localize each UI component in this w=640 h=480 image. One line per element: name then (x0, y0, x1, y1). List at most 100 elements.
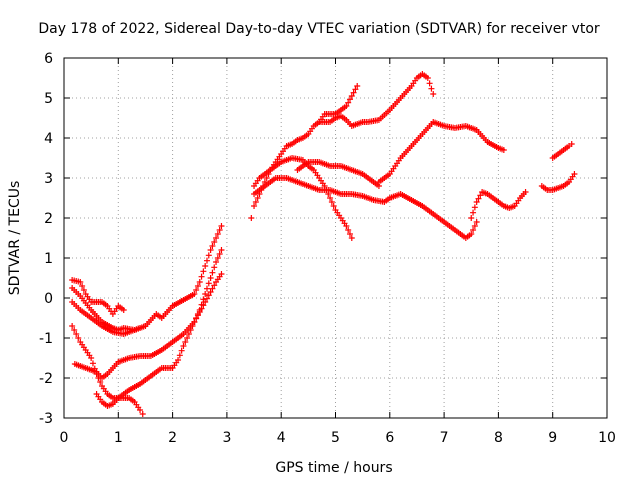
chart-title: Day 178 of 2022, Sidereal Day-to-day VTE… (38, 21, 600, 37)
data-point-marker (88, 355, 95, 361)
data-point-marker (175, 357, 182, 363)
y-tick-label: 0 (44, 291, 53, 307)
series-track-k (375, 119, 507, 185)
data-point-marker (216, 251, 223, 257)
data-point-marker (571, 171, 578, 177)
data-point-marker (213, 235, 220, 241)
data-point-marker (137, 407, 144, 413)
data-point-marker (500, 147, 507, 153)
data-point-marker (205, 292, 212, 299)
data-point-marker (218, 271, 225, 277)
data-point-marker (346, 231, 353, 237)
x-tick-label: 0 (60, 430, 69, 446)
data-point-marker (89, 360, 96, 367)
data-point-marker (218, 247, 225, 253)
data-point-marker (477, 192, 484, 199)
data-point-marker (430, 91, 437, 97)
data-point-marker (77, 279, 84, 285)
data-point-marker (213, 259, 220, 265)
data-point-marker (473, 199, 480, 205)
data-point-marker (522, 189, 529, 195)
x-tick-label: 5 (331, 430, 340, 446)
y-tick-label: 2 (44, 211, 53, 227)
series-track-c (69, 299, 144, 337)
data-point-marker (211, 282, 218, 289)
data-point-marker (203, 285, 210, 292)
data-point-marker (194, 283, 201, 289)
data-point-marker (209, 285, 216, 292)
data-point-marker (248, 215, 255, 221)
data-point-marker (182, 339, 189, 345)
data-point-marker (209, 269, 216, 276)
data-point-marker (251, 203, 258, 209)
data-point-marker (252, 199, 259, 205)
y-tick-label: 5 (44, 91, 53, 107)
data-point-marker (137, 325, 144, 331)
x-tick-label: 1 (114, 430, 123, 446)
data-point-marker (345, 99, 352, 106)
x-tick-label: 10 (598, 430, 616, 446)
data-point-marker (263, 175, 270, 181)
data-point-marker (191, 291, 198, 297)
x-tick-label: 2 (168, 430, 177, 446)
series-track-o (549, 141, 575, 161)
data-point-marker (185, 331, 192, 337)
data-point-marker (196, 279, 203, 285)
data-point-marker (470, 227, 477, 233)
data-point-marker (184, 335, 191, 341)
data-point-marker (193, 315, 200, 321)
data-point-marker (198, 301, 205, 308)
series-track-d (69, 323, 146, 417)
data-point-marker (218, 223, 225, 229)
y-tick-label: -3 (39, 411, 53, 427)
series-track-j (251, 175, 480, 241)
series-track-a (69, 277, 127, 317)
data-point-marker (428, 85, 435, 92)
grid-lines (64, 58, 607, 418)
data-point-marker (424, 75, 431, 81)
data-point-marker (211, 264, 218, 271)
data-point-marker (191, 319, 198, 325)
data-point-marker (79, 283, 86, 289)
x-tick-label: 4 (277, 430, 286, 446)
data-point-marker (426, 80, 433, 87)
data-point-marker (202, 291, 209, 297)
data-point-marker (354, 83, 361, 89)
data-point-marker (214, 231, 221, 237)
data-point-marker (193, 287, 200, 293)
y-tick-label: 3 (44, 171, 53, 187)
data-point-marker (71, 327, 78, 333)
data-point-marker (327, 195, 334, 201)
x-tick-label: 7 (440, 430, 449, 446)
data-point-marker (207, 275, 214, 281)
data-point-marker (200, 268, 207, 275)
data-point-marker (209, 243, 216, 249)
data-point-marker (200, 296, 207, 303)
data-point-marker (205, 280, 212, 287)
data-point-marker (345, 227, 352, 233)
x-axis-label: GPS time / hours (275, 460, 392, 476)
series-track-e (71, 271, 225, 381)
data-point-marker (178, 347, 185, 354)
data-point-marker (348, 235, 355, 241)
data-point-marker (198, 273, 205, 280)
series-track-g (248, 83, 361, 221)
data-point-marker (196, 307, 203, 313)
data-point-marker (189, 323, 196, 329)
data-point-marker (120, 307, 127, 313)
data-point-marker (348, 93, 355, 99)
data-point-marker (352, 86, 359, 93)
y-tick-label: 4 (44, 131, 53, 147)
series-track-m (468, 189, 529, 221)
data-point-marker (202, 263, 209, 269)
data-point-marker (350, 89, 357, 96)
data-point-marker (203, 257, 210, 264)
data-point-marker (180, 343, 187, 349)
data-point-marker (473, 219, 480, 225)
data-point-marker (343, 223, 350, 229)
y-tick-label: 6 (44, 51, 53, 67)
data-point-marker (475, 195, 482, 202)
x-tick-label: 3 (222, 430, 231, 446)
data-point-marker (254, 195, 261, 201)
